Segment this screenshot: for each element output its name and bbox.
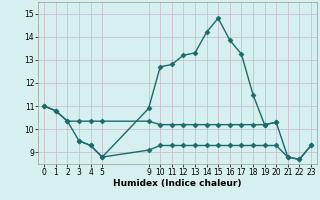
- X-axis label: Humidex (Indice chaleur): Humidex (Indice chaleur): [113, 179, 242, 188]
